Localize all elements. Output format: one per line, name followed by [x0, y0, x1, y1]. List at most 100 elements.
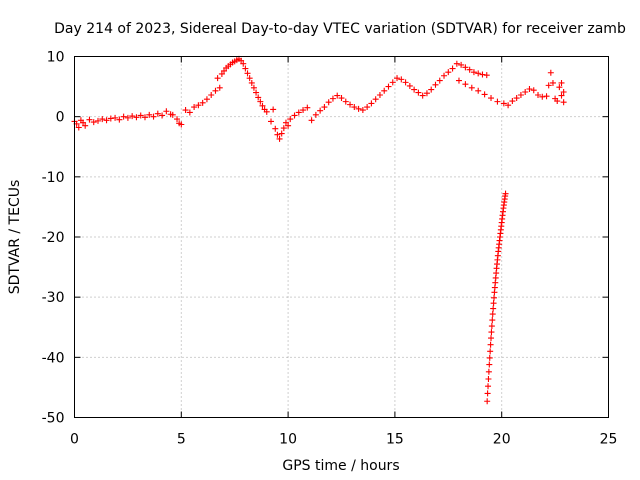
data-point: [94, 117, 101, 124]
data-point: [462, 81, 469, 88]
data-point: [280, 125, 287, 132]
data-point: [483, 72, 490, 79]
data-point: [462, 64, 469, 71]
data-point: [278, 130, 285, 137]
data-point: [203, 96, 210, 103]
data-point: [238, 57, 245, 64]
data-point: [133, 114, 140, 121]
data-point: [159, 112, 166, 119]
data-point: [491, 294, 498, 301]
x-axis-title: GPS time / hours: [282, 458, 399, 474]
data-point: [485, 368, 492, 375]
data-point: [268, 118, 275, 125]
data-point: [208, 92, 215, 99]
data-point: [423, 90, 430, 97]
data-point: [489, 311, 496, 318]
data-point: [558, 92, 565, 99]
data-point: [385, 83, 392, 90]
data-point: [539, 93, 546, 100]
data-point: [80, 119, 87, 126]
data-point: [300, 107, 307, 114]
data-point: [150, 113, 157, 120]
data-point: [487, 348, 494, 355]
data-point: [214, 75, 221, 82]
data-point: [488, 323, 495, 330]
data-point: [558, 79, 565, 86]
data-point: [486, 361, 493, 368]
data-point: [484, 390, 491, 397]
data-point: [75, 124, 82, 131]
data-point: [486, 354, 493, 361]
data-point: [191, 104, 198, 111]
data-point: [485, 383, 492, 390]
data-point: [481, 91, 488, 98]
data-point: [545, 82, 552, 89]
data-point: [242, 65, 249, 72]
data-point: [505, 102, 512, 109]
data-point: [163, 108, 170, 115]
data-point: [484, 398, 491, 405]
data-point: [86, 116, 93, 123]
grid: [74, 56, 609, 418]
data-point: [530, 87, 537, 94]
y-tick-label: 0: [56, 110, 65, 126]
data-point: [274, 131, 281, 138]
data-point: [406, 82, 413, 89]
data-point: [547, 69, 554, 76]
data-point: [560, 99, 567, 106]
y-tick-label: -40: [42, 350, 65, 366]
y-tick-label: 10: [47, 50, 65, 66]
data-point: [513, 95, 520, 102]
data-point: [432, 81, 439, 88]
data-point: [436, 77, 443, 84]
data-point: [535, 92, 542, 99]
data-point: [368, 100, 375, 107]
data-point: [359, 107, 366, 114]
data-point: [112, 114, 119, 121]
data-point: [402, 79, 409, 86]
data-point: [186, 109, 193, 116]
y-tick-label: -30: [42, 290, 65, 306]
data-point: [441, 72, 448, 79]
data-point: [218, 70, 225, 77]
data-point: [355, 105, 362, 112]
data-point: [526, 85, 533, 92]
data-point: [90, 119, 97, 126]
data-point: [488, 95, 495, 102]
data-point: [120, 113, 127, 120]
data-point: [325, 99, 332, 106]
data-point: [490, 300, 497, 307]
data-point: [272, 125, 279, 132]
data-point: [468, 84, 475, 91]
data-point: [259, 102, 266, 109]
data-point: [257, 98, 264, 105]
data-point: [376, 92, 383, 99]
data-point: [494, 98, 501, 105]
data-point: [543, 93, 550, 100]
data-point: [124, 114, 131, 121]
data-point: [129, 113, 136, 120]
data-point: [488, 329, 495, 336]
data-point: [554, 98, 561, 105]
data-point: [182, 107, 189, 114]
data-point: [103, 117, 110, 124]
data-point: [488, 335, 495, 342]
y-tick-label: -20: [42, 230, 65, 246]
data-point: [372, 96, 379, 103]
data-point: [250, 84, 257, 91]
y-tick-label: -50: [42, 411, 65, 427]
data-point: [479, 71, 486, 78]
data-point: [449, 65, 456, 72]
data-point: [199, 99, 206, 106]
data-point: [329, 95, 336, 102]
data-point: [342, 98, 349, 105]
data-point: [282, 119, 289, 126]
data-point: [321, 104, 328, 111]
data-point: [381, 87, 388, 94]
data-point: [195, 102, 202, 109]
data-point: [500, 100, 507, 107]
data-point: [141, 114, 148, 121]
plot-frame: [74, 56, 609, 418]
data-point: [146, 111, 153, 118]
